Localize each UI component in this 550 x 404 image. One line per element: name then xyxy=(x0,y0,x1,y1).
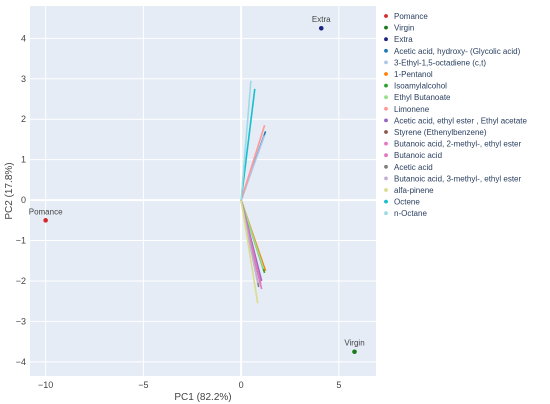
legend-item[interactable]: 1-Pentanol xyxy=(384,70,433,79)
legend-marker xyxy=(384,95,388,100)
loading-vector xyxy=(240,199,265,270)
legend-item[interactable]: Octene xyxy=(384,198,420,207)
x-axis-title: PC1 (82.2%) xyxy=(174,392,231,403)
legend-label: Styrene (Ethenylbenzene) xyxy=(394,128,487,137)
point-label: Extra xyxy=(312,15,331,24)
legend-item[interactable]: Acetic acid xyxy=(384,163,433,172)
legend-marker xyxy=(384,130,388,134)
x-tick-label: 0 xyxy=(239,380,244,390)
legend-item[interactable]: Acetic acid, ethyl ester , Ethyl acetate xyxy=(384,116,528,125)
legend-label: Isoamylalcohol xyxy=(394,82,447,91)
legend-label: Butanoic acid xyxy=(394,151,442,160)
legend-item[interactable]: Extra xyxy=(384,35,413,44)
y-tick-label: −3 xyxy=(16,316,26,326)
legend-item[interactable]: Styrene (Ethenylbenzene) xyxy=(384,128,487,137)
legend-marker xyxy=(384,83,388,88)
score-point xyxy=(318,25,324,31)
x-tick-label: −10 xyxy=(38,380,53,390)
legend-item[interactable]: Ethyl Butanoate xyxy=(384,93,451,102)
legend-item[interactable]: Butanoic acid, 3-methyl-, ethyl ester xyxy=(384,174,522,183)
legend-item[interactable]: 3-Ethyl-1,5-octadiene (c,t) xyxy=(384,58,486,67)
legend-label: Acetic acid xyxy=(394,163,433,172)
legend-label: Butanoic acid, 3-methyl-, ethyl ester xyxy=(394,174,522,183)
legend-label: Pomance xyxy=(394,12,428,21)
legend-marker xyxy=(384,60,388,65)
legend-item[interactable]: n-Octane xyxy=(384,209,427,218)
legend-label: Virgin xyxy=(394,24,414,33)
legend-label: Octene xyxy=(394,198,420,207)
x-tick-label: 5 xyxy=(336,380,341,390)
legend-marker xyxy=(384,141,388,146)
y-axis-title: PC2 (17.8%) xyxy=(4,162,15,219)
legend-marker xyxy=(384,14,388,18)
legend-marker xyxy=(384,176,388,181)
legend-label: Butanoic acid, 2-methyl-, ethyl ester xyxy=(394,140,522,149)
score-point xyxy=(43,218,48,223)
legend-label: Acetic acid, hydroxy- (Glycolic acid) xyxy=(394,47,521,56)
y-tick-label: −1 xyxy=(16,236,26,246)
loading-vector xyxy=(240,80,252,201)
legend-marker xyxy=(384,25,388,30)
legend-label: Limonene xyxy=(394,105,430,114)
legend-label: n-Octane xyxy=(394,209,427,218)
y-tick-label: 0 xyxy=(21,195,26,205)
loading-vector xyxy=(240,125,266,201)
legend-label: Acetic acid, ethyl ester , Ethyl acetate xyxy=(394,116,528,125)
score-points: Pomance Virgin Extra xyxy=(29,15,365,355)
legend-item[interactable]: Pomance xyxy=(384,12,428,21)
point-label: Virgin xyxy=(344,339,364,348)
legend-marker xyxy=(384,118,388,123)
plot-area xyxy=(30,6,376,376)
legend-item[interactable]: alfa-pinene xyxy=(384,186,434,195)
legend-marker xyxy=(384,37,388,42)
legend-marker xyxy=(384,48,388,53)
legend-marker xyxy=(384,211,388,216)
legend-item[interactable]: Butanoic acid xyxy=(384,151,442,160)
legend-item[interactable]: Isoamylalcohol xyxy=(384,82,447,91)
legend-label: Ethyl Butanoate xyxy=(394,93,451,102)
legend-marker xyxy=(384,153,388,158)
y-tick-label: 3 xyxy=(21,74,26,84)
legend-marker xyxy=(384,199,388,204)
point-label: Pomance xyxy=(29,207,63,216)
legend-marker xyxy=(384,106,388,111)
legend-marker xyxy=(384,72,388,76)
legend-marker xyxy=(384,188,388,192)
legend[interactable]: Pomance Virgin Extra Acetic acid, hydroxy- … xyxy=(384,12,528,218)
legend-item[interactable]: Butanoic acid, 2-methyl-, ethyl ester xyxy=(384,140,522,149)
legend-label: 1-Pentanol xyxy=(394,70,433,79)
loading-vectors xyxy=(240,80,267,304)
legend-label: Extra xyxy=(394,35,413,44)
legend-label: 3-Ethyl-1,5-octadiene (c,t) xyxy=(394,58,486,67)
y-tick-label: −2 xyxy=(16,276,26,286)
legend-marker xyxy=(384,164,388,169)
y-tick-label: −4 xyxy=(16,357,26,367)
legend-item[interactable]: Virgin xyxy=(384,24,414,33)
x-tick-label: −5 xyxy=(138,380,148,390)
score-point xyxy=(352,349,357,355)
loading-vector xyxy=(240,199,259,304)
legend-label: alfa-pinene xyxy=(394,186,434,195)
y-tick-label: 1 xyxy=(21,155,26,165)
legend-item[interactable]: Limonene xyxy=(384,105,430,114)
y-tick-label: 4 xyxy=(21,33,26,43)
y-tick-label: 2 xyxy=(21,114,26,124)
legend-item[interactable]: Acetic acid, hydroxy- (Glycolic acid) xyxy=(384,47,521,56)
